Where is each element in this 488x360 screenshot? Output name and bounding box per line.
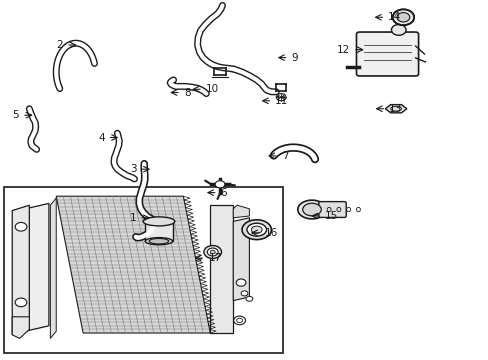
Text: 12: 12: [336, 45, 349, 55]
Text: 7: 7: [281, 151, 288, 161]
FancyBboxPatch shape: [318, 202, 346, 217]
Circle shape: [241, 291, 247, 296]
Circle shape: [236, 279, 245, 286]
Ellipse shape: [246, 223, 266, 236]
Polygon shape: [25, 203, 49, 331]
Text: 16: 16: [264, 228, 277, 238]
Circle shape: [245, 296, 252, 301]
Text: 13: 13: [388, 104, 402, 114]
Circle shape: [390, 24, 405, 35]
Bar: [145, 221, 172, 241]
Text: 9: 9: [291, 53, 298, 63]
Text: 3: 3: [129, 164, 136, 174]
Circle shape: [15, 298, 27, 307]
Circle shape: [210, 250, 215, 254]
Polygon shape: [12, 205, 29, 335]
Text: 4: 4: [98, 132, 104, 143]
Polygon shape: [12, 317, 29, 338]
Ellipse shape: [142, 217, 175, 226]
Circle shape: [215, 181, 224, 188]
Polygon shape: [385, 105, 406, 113]
Text: 11: 11: [275, 96, 288, 106]
Text: 6: 6: [220, 188, 227, 198]
Text: 1: 1: [129, 213, 136, 223]
Polygon shape: [50, 198, 56, 338]
FancyBboxPatch shape: [356, 32, 418, 76]
Text: 2: 2: [56, 40, 63, 50]
Ellipse shape: [302, 203, 321, 216]
Text: 15: 15: [324, 211, 337, 221]
Circle shape: [392, 9, 413, 25]
Ellipse shape: [145, 238, 172, 245]
Circle shape: [396, 13, 409, 22]
Circle shape: [203, 246, 221, 258]
Bar: [4, 187, 282, 353]
Polygon shape: [56, 196, 210, 333]
Ellipse shape: [149, 239, 168, 244]
Ellipse shape: [251, 226, 262, 233]
Ellipse shape: [242, 220, 271, 240]
Ellipse shape: [297, 200, 325, 219]
Text: 8: 8: [183, 87, 190, 98]
Circle shape: [236, 318, 242, 323]
Circle shape: [233, 316, 245, 325]
Text: 14: 14: [387, 12, 401, 22]
Polygon shape: [233, 205, 249, 218]
Polygon shape: [233, 218, 249, 301]
Circle shape: [15, 222, 27, 231]
Circle shape: [207, 248, 218, 256]
Circle shape: [276, 94, 285, 101]
Text: 17: 17: [208, 253, 221, 263]
Polygon shape: [210, 205, 232, 333]
Text: 10: 10: [205, 84, 219, 94]
Text: 5: 5: [12, 110, 19, 120]
